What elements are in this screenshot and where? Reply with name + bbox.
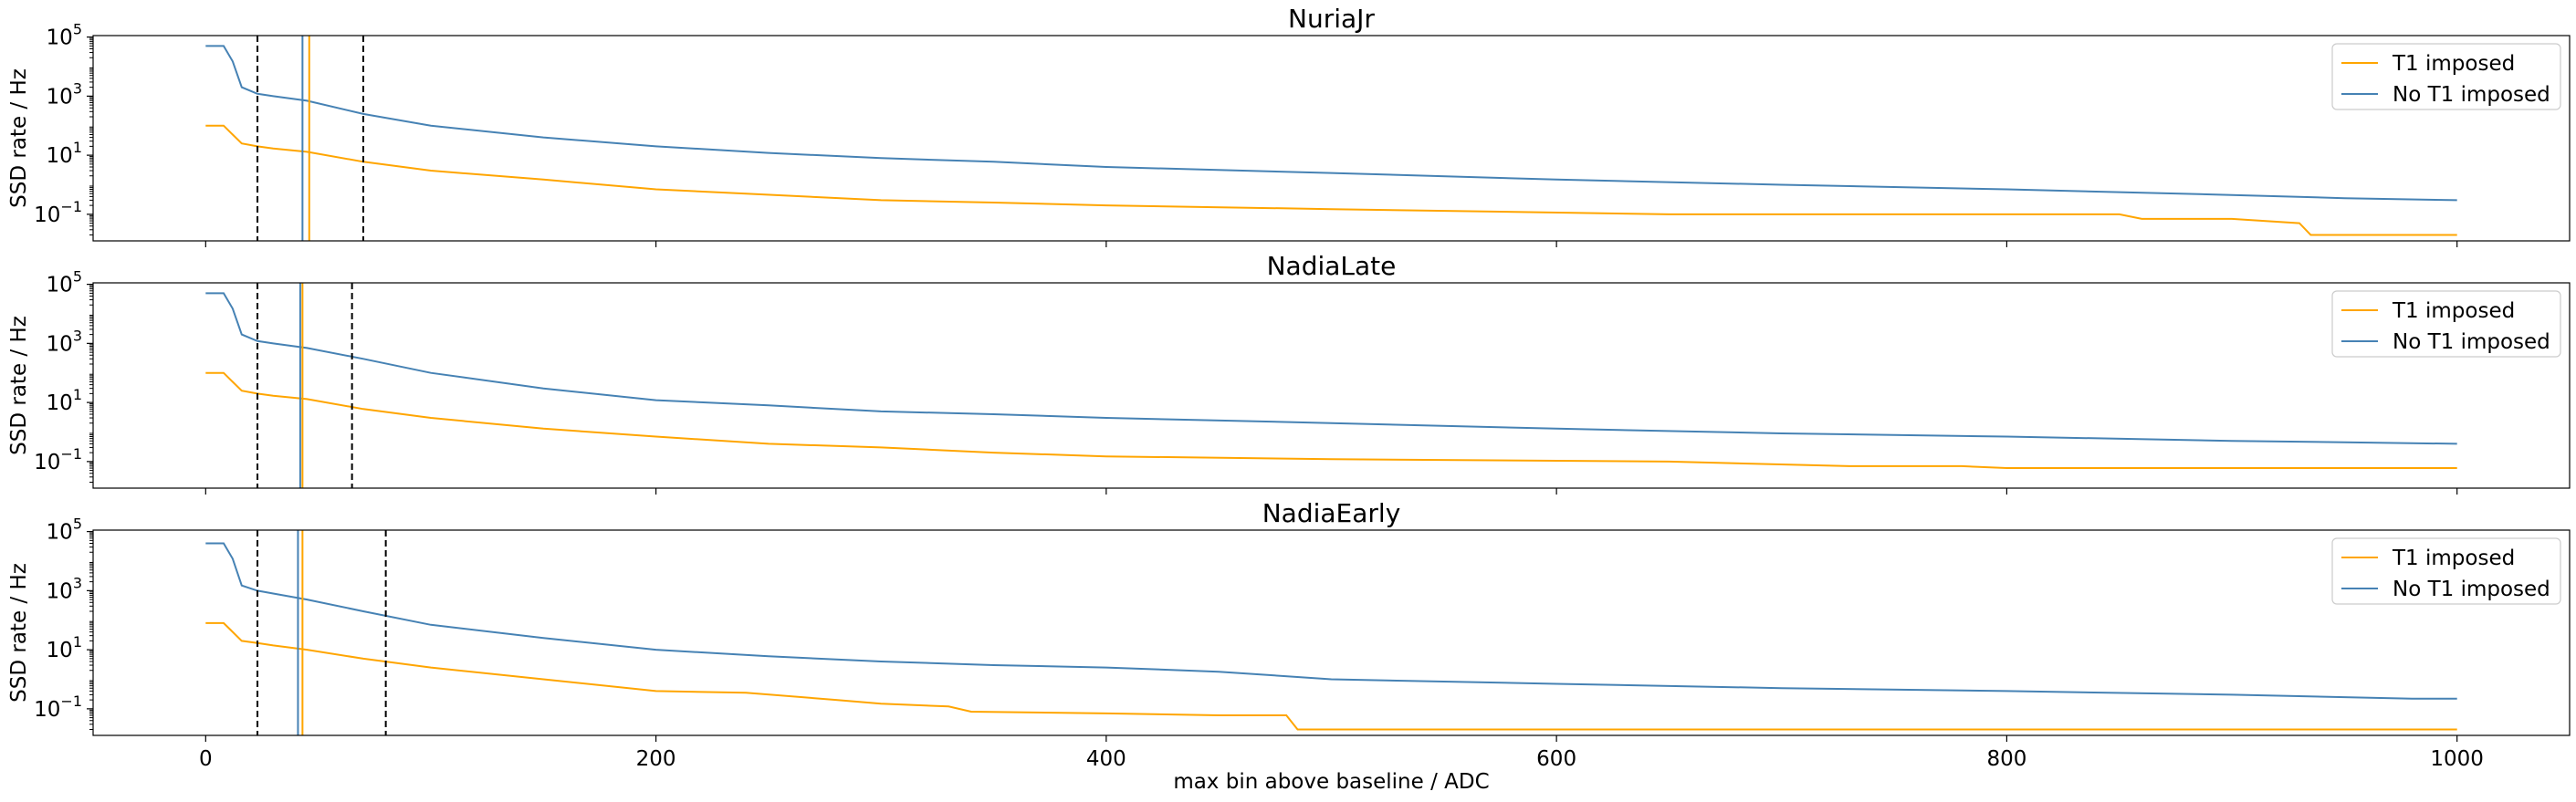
- x-tick-label: 200: [636, 747, 676, 771]
- y-tick-label: 105: [47, 268, 82, 297]
- x-tick-label: 0: [199, 747, 213, 771]
- panel-title: NadiaEarly: [1262, 498, 1401, 528]
- y-tick-label: 10−1: [34, 693, 82, 722]
- y-tick-label: 105: [47, 516, 82, 545]
- plot-area: [205, 283, 2457, 488]
- series-line-t1-imposed: [205, 371, 2457, 469]
- x-tick-label: 600: [1536, 747, 1576, 771]
- legend-label: No T1 imposed: [2393, 83, 2550, 107]
- axes-frame: [92, 35, 2571, 242]
- panel-title: NadiaLate: [1267, 251, 1397, 281]
- legend: T1 imposed No T1 imposed: [2331, 290, 2561, 358]
- series-line-no-t1-imposed: [205, 542, 2457, 700]
- plot-area: [205, 530, 2457, 735]
- y-tick-label: 103: [47, 327, 82, 356]
- series-line-t1-imposed: [205, 124, 2457, 236]
- series-line-no-t1-imposed: [205, 292, 2457, 445]
- legend: T1 imposed No T1 imposed: [2331, 537, 2561, 605]
- y-tick-label: 105: [47, 21, 82, 50]
- axes-frame: [92, 529, 2571, 736]
- panel-title: NuriaJr: [1288, 4, 1375, 34]
- y-axis-label: SSD rate / Hz: [7, 316, 31, 455]
- legend-label: No T1 imposed: [2393, 578, 2550, 601]
- series-line-no-t1-imposed: [205, 45, 2457, 202]
- y-tick-label: 101: [47, 633, 82, 662]
- legend-label: No T1 imposed: [2393, 330, 2550, 354]
- legend-label: T1 imposed: [2392, 299, 2515, 323]
- y-tick-label: 10−1: [34, 445, 82, 474]
- x-axis-label: max bin above baseline / ADC: [1173, 770, 1489, 794]
- legend-label: T1 imposed: [2392, 52, 2515, 76]
- x-tick-label: 800: [1986, 747, 2026, 771]
- y-axis-label: SSD rate / Hz: [7, 563, 31, 703]
- plot-area: [205, 36, 2457, 241]
- legend-box: [2331, 290, 2561, 358]
- y-tick-label: 103: [47, 574, 82, 603]
- y-tick-label: 101: [47, 386, 82, 415]
- x-tick-label: 400: [1086, 747, 1126, 771]
- y-tick-label: 101: [47, 139, 82, 168]
- legend-box: [2331, 43, 2561, 110]
- y-tick-label: 103: [47, 79, 82, 109]
- x-tick-label: 1000: [2430, 747, 2484, 771]
- legend-box: [2331, 537, 2561, 605]
- series-line-t1-imposed: [205, 621, 2457, 731]
- y-axis-label: SSD rate / Hz: [7, 68, 31, 208]
- axes-frame: [92, 282, 2571, 489]
- legend: T1 imposed No T1 imposed: [2331, 43, 2561, 110]
- legend-label: T1 imposed: [2392, 547, 2515, 570]
- y-tick-label: 10−1: [34, 198, 82, 227]
